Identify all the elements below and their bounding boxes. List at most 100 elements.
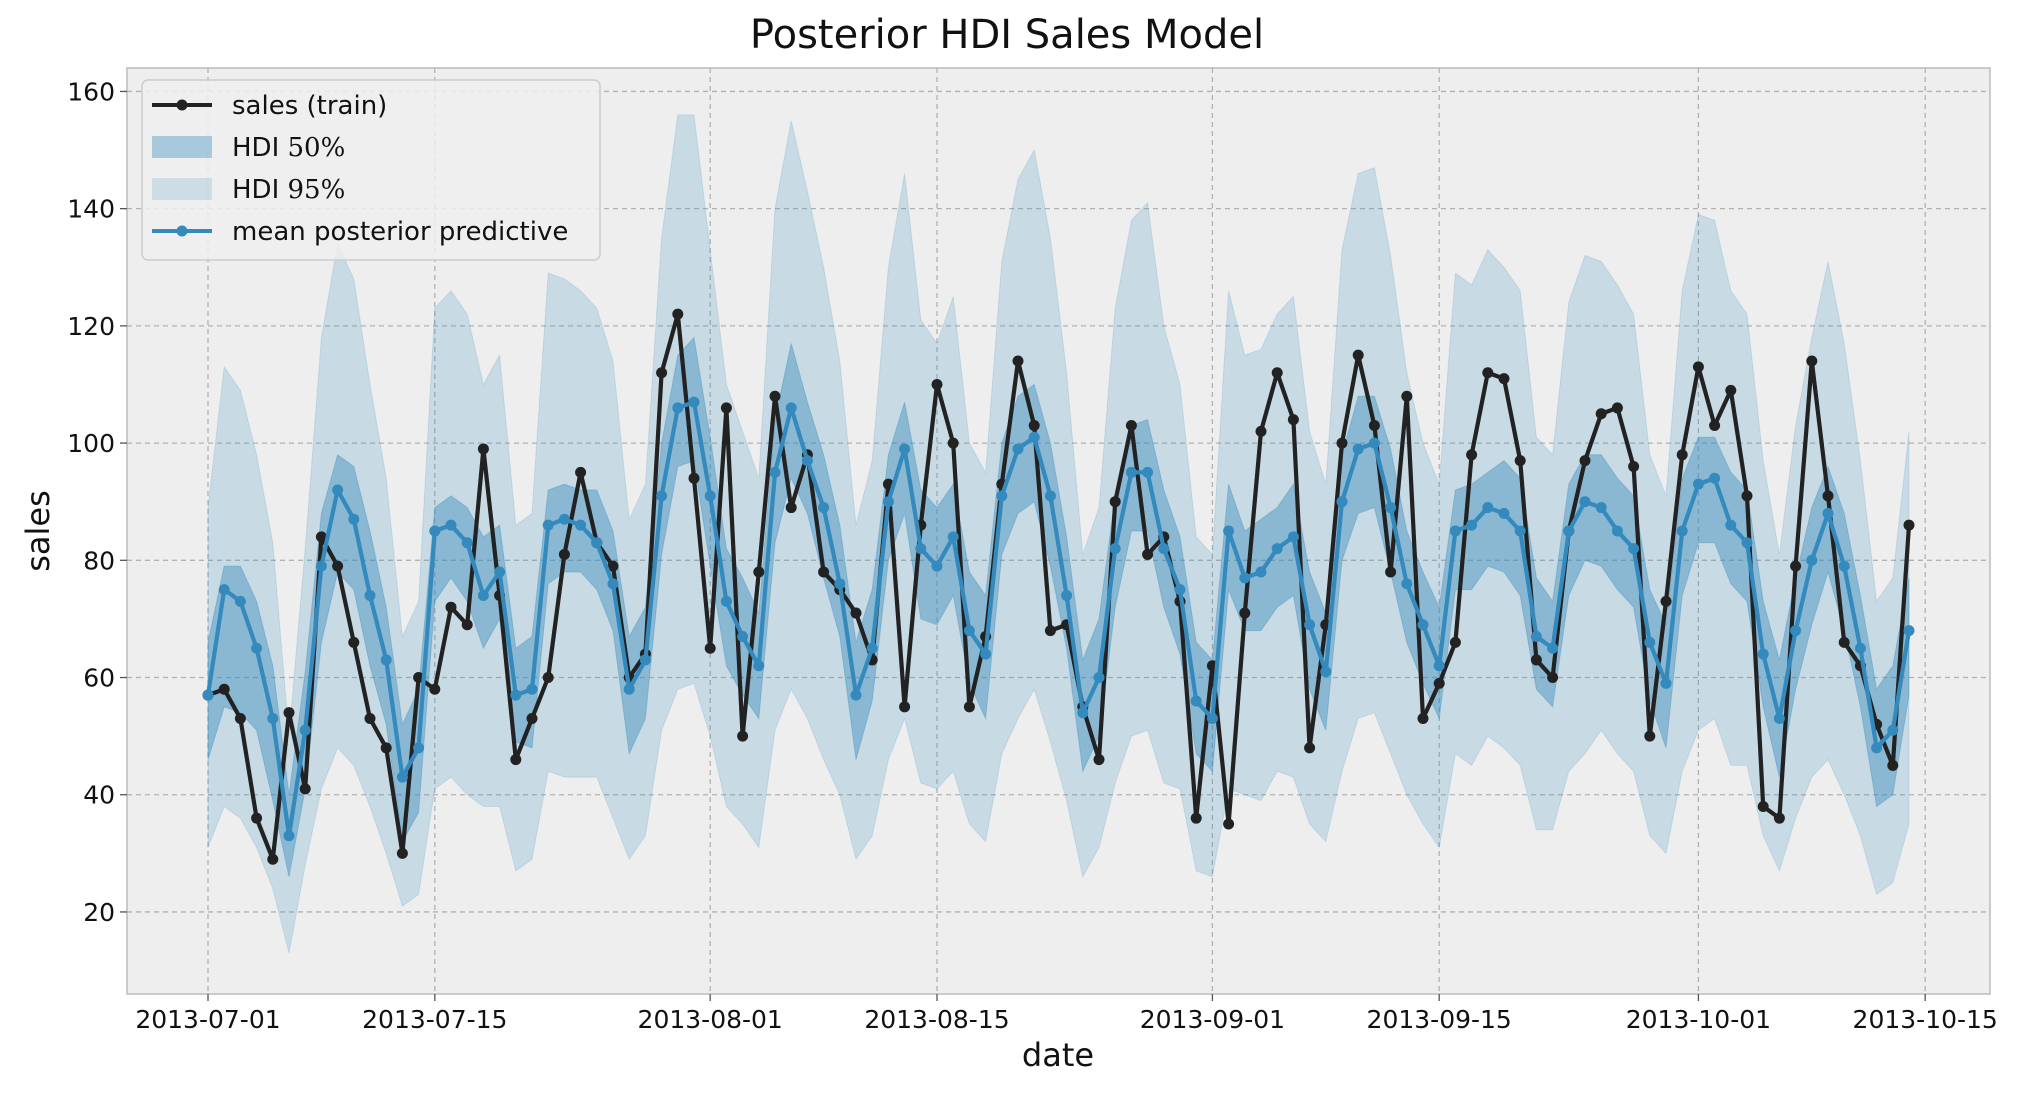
- x-tick-label: 2013-10-01: [1626, 1005, 1771, 1034]
- legend-sales-marker: [176, 99, 188, 111]
- mean-point: [915, 543, 927, 555]
- legend-hdi50-label: HDI 50%: [232, 133, 345, 163]
- mean-point: [1887, 724, 1899, 736]
- mean-point: [1806, 554, 1818, 566]
- legend: sales (train) HDI 50% HDI 95% mean poste…: [141, 79, 601, 261]
- mean-point: [785, 402, 797, 414]
- y-tick-label: 40: [83, 781, 115, 810]
- sales-point: [526, 713, 538, 725]
- sales-point: [1498, 373, 1510, 385]
- sales-point: [737, 730, 749, 742]
- x-tick-label: 2013-09-01: [1140, 1005, 1285, 1034]
- mean-point: [1660, 677, 1672, 689]
- sales-point: [1579, 455, 1591, 467]
- sales-point: [445, 601, 457, 613]
- mean-point: [850, 689, 862, 701]
- sales-point: [672, 308, 684, 320]
- mean-point: [1466, 519, 1478, 531]
- sales-point: [785, 502, 797, 514]
- y-tick-label: 160: [67, 77, 115, 106]
- mean-point: [1174, 584, 1186, 596]
- sales-point: [769, 390, 781, 402]
- legend-hdi95-swatch: [152, 178, 212, 200]
- mean-point: [234, 595, 246, 607]
- mean-point: [607, 578, 619, 590]
- sales-point: [396, 847, 408, 859]
- sales-point: [1304, 742, 1316, 754]
- sales-point: [1757, 800, 1769, 812]
- sales-point: [1433, 677, 1445, 689]
- sales-point: [1271, 367, 1283, 379]
- mean-point: [558, 513, 570, 525]
- sales-point: [1660, 595, 1672, 607]
- mean-point: [283, 830, 295, 842]
- mean-point: [1482, 502, 1494, 514]
- mean-point: [1239, 572, 1251, 584]
- sales-point: [315, 531, 327, 543]
- mean-point: [1563, 525, 1575, 537]
- sales-point: [1547, 672, 1559, 684]
- chart-title: Posterior HDI Sales Model: [750, 12, 1264, 58]
- y-tick-label: 100: [67, 429, 115, 458]
- sales-point: [413, 672, 425, 684]
- sales-point: [1903, 519, 1915, 531]
- mean-point: [461, 537, 473, 549]
- mean-point: [1449, 525, 1461, 537]
- mean-point: [494, 566, 506, 578]
- sales-point: [1482, 367, 1494, 379]
- mean-point: [639, 654, 651, 666]
- sales-point: [931, 378, 943, 390]
- mean-point: [1417, 619, 1429, 631]
- mean-point: [1611, 525, 1623, 537]
- legend-hdi95-label: HDI 95%: [232, 175, 345, 205]
- sales-point: [1336, 437, 1348, 449]
- sales-point: [1012, 355, 1024, 367]
- x-axis-ticks: 2013-07-01 2013-07-15 2013-08-01 2013-08-15…: [135, 994, 1998, 1034]
- mean-point: [1401, 578, 1413, 590]
- mean-point: [623, 683, 635, 695]
- mean-point: [1012, 443, 1024, 455]
- sales-point: [1887, 759, 1899, 771]
- sales-point: [1741, 490, 1753, 502]
- mean-point: [818, 502, 830, 514]
- sales-point: [1028, 420, 1040, 432]
- sales-point: [1109, 496, 1121, 508]
- mean-point: [1838, 560, 1850, 572]
- x-tick-label: 2013-09-15: [1367, 1005, 1512, 1034]
- mean-point: [769, 466, 781, 478]
- hdi50-band: [207, 336, 1910, 877]
- mean-point: [1190, 695, 1202, 707]
- sales-point: [818, 566, 830, 578]
- legend-hdi50-prefix: HDI: [232, 133, 288, 163]
- mean-point: [1790, 625, 1802, 637]
- mean-point: [1514, 525, 1526, 537]
- sales-point: [575, 466, 587, 478]
- mean-point: [720, 595, 732, 607]
- x-tick-label: 2013-07-01: [135, 1005, 280, 1034]
- hdi50-area: [207, 336, 1910, 877]
- mean-point: [980, 648, 992, 660]
- sales-point: [1806, 355, 1818, 367]
- sales-point: [1773, 812, 1785, 824]
- sales-point: [850, 607, 862, 619]
- x-tick-label: 2013-08-01: [638, 1005, 783, 1034]
- y-tick-label: 60: [83, 664, 115, 693]
- mean-point: [1757, 648, 1769, 660]
- sales-point: [1790, 560, 1802, 572]
- mean-point: [1854, 642, 1866, 654]
- sales-point: [348, 636, 360, 648]
- sales-point: [1725, 384, 1737, 396]
- sales-point: [1530, 654, 1542, 666]
- mean-point: [1158, 543, 1170, 555]
- mean-point: [1093, 672, 1105, 684]
- mean-point: [704, 490, 716, 502]
- sales-point: [1628, 461, 1640, 473]
- sales-point: [364, 713, 376, 725]
- mean-point: [1142, 466, 1154, 478]
- sales-point: [1368, 420, 1380, 432]
- sales-point: [510, 754, 522, 766]
- mean-point: [332, 484, 344, 496]
- legend-hdi95-prefix: HDI: [232, 175, 288, 205]
- sales-point: [1822, 490, 1834, 502]
- mean-point: [947, 531, 959, 543]
